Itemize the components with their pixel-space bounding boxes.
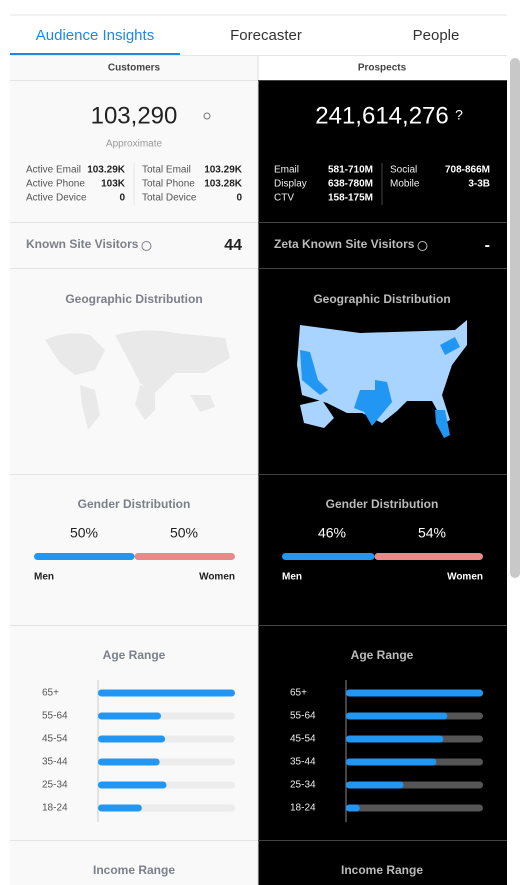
age-bar <box>346 758 437 766</box>
gender-title: Gender Distribution <box>326 497 439 511</box>
visitors-label: Known Site Visitors <box>26 237 139 251</box>
age-bar <box>346 804 360 812</box>
age-title: Age Range <box>351 648 414 662</box>
age-bar <box>98 758 160 766</box>
prospects-header-bg <box>258 56 507 80</box>
age-label: 25-34 <box>42 780 68 791</box>
gender-bar <box>374 553 483 560</box>
age-label: 65+ <box>290 688 307 699</box>
income-title: Income Range <box>93 863 175 877</box>
age-label: 45-54 <box>290 734 316 745</box>
income-title: Income Range <box>341 863 423 877</box>
age-bar <box>98 804 142 812</box>
gender-value: 50% <box>70 525 98 541</box>
gender-label: Women <box>447 572 483 583</box>
world-shape <box>45 330 230 430</box>
gender-bar <box>282 553 375 560</box>
world-map <box>45 330 230 430</box>
visitors-value: 44 <box>224 237 242 254</box>
stat-label: Display <box>274 179 307 190</box>
visitors-label: Zeta Known Site Visitors <box>274 237 415 251</box>
age-bar <box>346 689 483 697</box>
help-icon[interactable]: ? <box>455 107 463 123</box>
stat-label: CTV <box>274 193 294 204</box>
stat-label: Social <box>390 165 417 176</box>
age-label: 18-24 <box>290 803 316 814</box>
state-tx <box>354 380 392 426</box>
stat-value: 708-866M <box>445 165 490 176</box>
age-track <box>346 804 483 812</box>
stat-value: 638-780M <box>328 179 373 190</box>
age-label: 65+ <box>42 688 59 699</box>
gender-value: 50% <box>170 525 198 541</box>
state-ca <box>300 350 328 395</box>
stat-value: 3-3B <box>468 179 490 190</box>
gender-value: 46% <box>318 525 346 541</box>
age-label: 45-54 <box>42 734 68 745</box>
gender-bar <box>34 553 135 560</box>
age-bar <box>346 781 404 789</box>
tab[interactable]: People <box>413 27 460 44</box>
stat-label: Active Phone <box>26 179 85 190</box>
stat-label: Total Email <box>142 165 191 176</box>
geo-title: Geographic Distribution <box>65 292 202 306</box>
prospects-panel <box>258 80 507 885</box>
stat-label: Active Email <box>26 165 81 176</box>
us-shape <box>297 320 467 423</box>
gender-value: 54% <box>418 525 446 541</box>
gender-bar <box>134 553 235 560</box>
stat-label: Active Device <box>26 193 87 204</box>
age-label: 25-34 <box>290 780 316 791</box>
audience-count: 103,290 <box>91 102 178 129</box>
panel-header: Customers <box>108 63 161 74</box>
visitors-value: - <box>485 237 490 254</box>
state-ny <box>440 337 460 355</box>
stat-value: 103.29K <box>204 165 243 176</box>
stat-label: Mobile <box>390 179 420 190</box>
info-icon[interactable] <box>417 241 428 251</box>
age-bar <box>98 689 235 697</box>
stat-value: 0 <box>236 193 242 204</box>
stat-label: Total Phone <box>142 179 195 190</box>
scrollbar[interactable] <box>510 58 520 578</box>
us-map <box>297 320 467 438</box>
gender-label: Men <box>282 572 302 583</box>
stat-value: 103.29K <box>87 165 126 176</box>
age-bar <box>98 712 162 720</box>
age-bar <box>346 735 444 743</box>
tab[interactable]: Forecaster <box>230 27 302 44</box>
age-bar <box>346 712 448 720</box>
state-ak <box>300 400 334 428</box>
stat-label: Total Device <box>142 193 197 204</box>
stat-value: 0 <box>119 193 125 204</box>
audience-count: 241,614,276 <box>315 102 448 129</box>
stat-value: 103K <box>101 179 126 190</box>
panel-header: Prospects <box>358 63 407 74</box>
stat-value: 158-175M <box>328 193 373 204</box>
age-bar <box>98 735 166 743</box>
gender-title: Gender Distribution <box>78 497 191 511</box>
count-note: Approximate <box>106 139 163 150</box>
age-label: 35-44 <box>290 757 316 768</box>
active-tab-underline <box>10 53 180 55</box>
gender-label: Women <box>199 572 235 583</box>
age-label: 55-64 <box>290 711 316 722</box>
info-icon[interactable] <box>141 241 152 251</box>
tab[interactable]: Audience Insights <box>36 27 154 44</box>
age-label: 55-64 <box>42 711 68 722</box>
stat-value: 581-710M <box>328 165 373 176</box>
age-bar <box>98 781 167 789</box>
age-label: 35-44 <box>42 757 68 768</box>
age-label: 18-24 <box>42 803 68 814</box>
stat-value: 103.28K <box>204 179 243 190</box>
geo-title: Geographic Distribution <box>313 292 450 306</box>
gender-label: Men <box>34 572 54 583</box>
state-fl <box>435 410 450 438</box>
refresh-icon[interactable] <box>203 112 211 120</box>
stat-label: Email <box>274 165 299 176</box>
age-title: Age Range <box>103 648 166 662</box>
